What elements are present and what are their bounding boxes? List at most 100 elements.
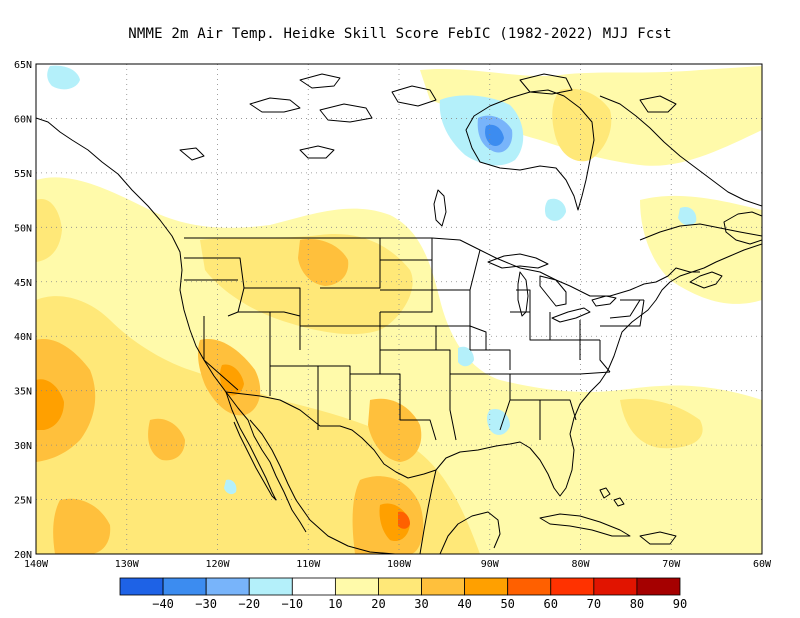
lon-tick-label: 120W: [205, 559, 230, 570]
lat-tick-label: 25N: [14, 496, 32, 507]
longitude-tick-labels: 140W 130W 120W 110W 100W 90W 80W 70W 60W: [24, 559, 772, 570]
shade-region: [200, 234, 413, 335]
lake-great-slave: [299, 145, 335, 159]
st-lawrence-gulf: [639, 223, 762, 241]
colorbar-swatch: [464, 577, 509, 596]
colorbar-label: −20: [238, 597, 260, 611]
colorbar-swatch: [162, 577, 207, 596]
colorbar-label: 80: [630, 597, 644, 611]
hispaniola-coast: [639, 531, 677, 545]
colorbar-label: 10: [328, 597, 342, 611]
colorbar-swatch: [593, 577, 638, 596]
arctic-island: [249, 97, 301, 113]
pacific-coastline: [36, 117, 307, 533]
colorbar-label: 90: [673, 597, 687, 611]
colorbar-swatch: [119, 577, 164, 596]
colorbar-swatch: [378, 577, 422, 596]
newfoundland-coast: [723, 211, 762, 245]
shade-region: [224, 479, 237, 495]
shade-region: [53, 498, 111, 554]
state-borders: [184, 238, 645, 441]
map-title: NMME 2m Air Temp. Heidke Skill Score Feb…: [128, 26, 672, 42]
colorbar-swatch: [334, 577, 379, 596]
colorbar-label: 60: [544, 597, 558, 611]
shade-region: [640, 195, 762, 304]
colorbar-swatch: [248, 577, 293, 596]
colorbar: −40 −30 −20 −10 10 20 30 40 50 60 70 80 90: [119, 577, 687, 611]
lon-tick-label: 100W: [387, 559, 412, 570]
lon-tick-label: 60W: [753, 559, 772, 570]
lat-tick-label: 30N: [14, 441, 32, 452]
lon-tick-label: 110W: [296, 559, 321, 570]
shade-region: [36, 199, 62, 262]
shade-region: [298, 239, 349, 286]
lat-tick-label: 65N: [14, 60, 32, 71]
shade-region: [458, 346, 474, 367]
colorbar-label: 40: [457, 597, 471, 611]
colorbar-swatch: [291, 577, 336, 596]
shade-region: [620, 398, 703, 449]
us-canada-border: [184, 237, 700, 297]
latitude-tick-labels: 65N 60N 55N 50N 45N 40N 35N 30N 25N 20N: [14, 60, 32, 561]
map-frame: [35, 63, 763, 555]
atlantic-coastline: [569, 243, 762, 435]
baja-coastline: [225, 391, 277, 501]
lat-tick-label: 45N: [14, 278, 32, 289]
arctic-island: [299, 73, 341, 89]
lake-huron: [539, 275, 567, 307]
cuba-coast: [539, 513, 631, 537]
shade-region: [368, 398, 422, 462]
us-mexico-border: [225, 391, 437, 479]
yucatan-coast: [439, 511, 501, 554]
gulf-coast: [419, 433, 575, 554]
lake-winnipeg: [433, 189, 447, 227]
colorbar-label: −30: [195, 597, 217, 611]
colorbar-label: −10: [281, 597, 303, 611]
lat-tick-label: 40N: [14, 332, 32, 343]
lat-tick-label: 55N: [14, 169, 32, 180]
lat-tick-label: 20N: [14, 550, 32, 561]
colorbar-label: 30: [414, 597, 428, 611]
lake-michigan: [517, 271, 529, 317]
gulf-california-coast: [249, 419, 297, 501]
colorbar-swatch: [550, 577, 595, 596]
arctic-island: [639, 95, 677, 113]
lake-ontario: [591, 295, 617, 307]
arctic-island: [319, 103, 373, 123]
hudson-bay: [465, 89, 595, 211]
arctic-island: [519, 73, 573, 95]
colorbar-swatch: [421, 577, 466, 596]
colorbar-label: 50: [500, 597, 514, 611]
labrador-coast: [599, 95, 762, 207]
lat-tick-label: 35N: [14, 387, 32, 398]
lake-erie: [551, 307, 591, 323]
arctic-island: [179, 147, 205, 161]
shade-region: [552, 88, 612, 162]
colorbar-swatch: [205, 577, 250, 596]
mexico-pacific-coast: [295, 499, 396, 554]
lake-superior: [487, 253, 549, 269]
shade-region: [485, 124, 504, 146]
lon-tick-label: 130W: [115, 559, 140, 570]
colorbar-label: 20: [371, 597, 385, 611]
lon-tick-label: 70W: [662, 559, 681, 570]
maritimes-coast: [689, 271, 723, 289]
map-grid: [36, 64, 762, 554]
colorbar-label: 70: [587, 597, 601, 611]
shade-region: [36, 379, 64, 430]
shade-region: [219, 364, 244, 396]
lon-tick-label: 140W: [24, 559, 49, 570]
shade-region: [47, 65, 80, 90]
shade-region: [487, 408, 510, 435]
lat-tick-label: 50N: [14, 223, 32, 234]
colorbar-swatch: [507, 577, 552, 596]
colorbar-label: −40: [152, 597, 174, 611]
lat-tick-label: 60N: [14, 114, 32, 125]
lon-tick-label: 80W: [571, 559, 590, 570]
shade-region: [398, 511, 410, 529]
arctic-island: [391, 85, 437, 107]
shade-region: [148, 418, 185, 461]
shade-region: [544, 198, 566, 221]
shade-region: [678, 206, 697, 226]
